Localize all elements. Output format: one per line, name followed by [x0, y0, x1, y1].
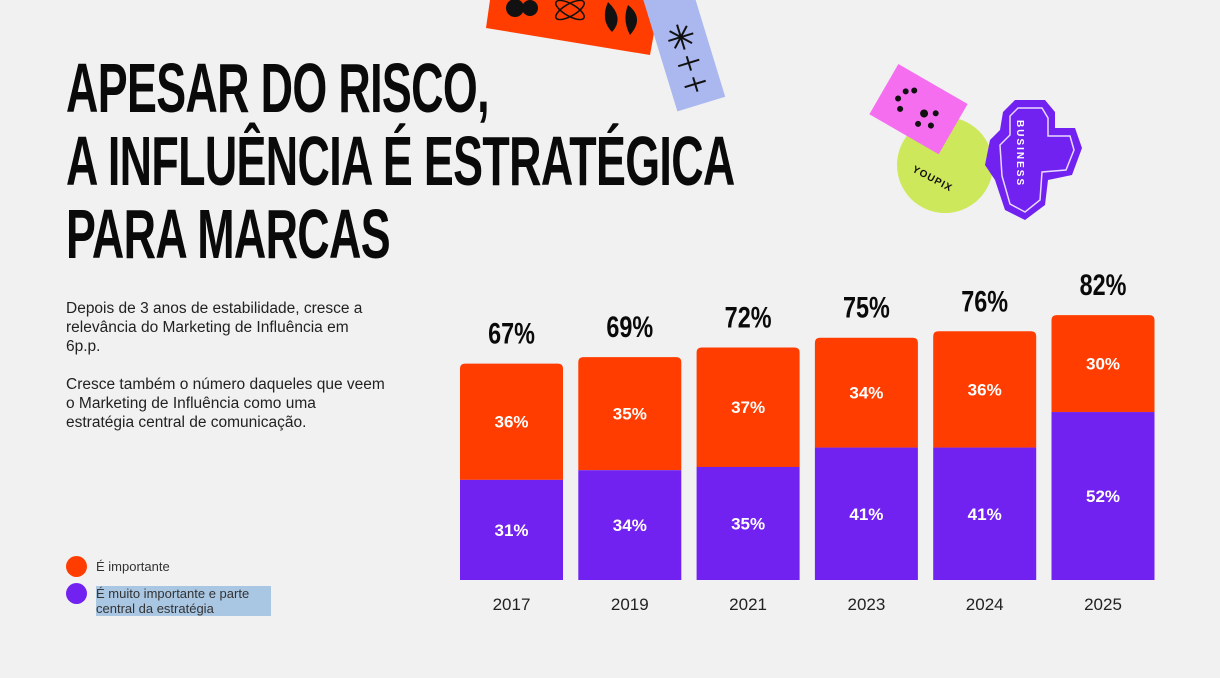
legend-item-important: É importante	[66, 556, 271, 577]
data-label: 37%	[731, 398, 765, 417]
page-title: APESAR DO RISCO, A INFLUÊNCIA É ESTRATÉG…	[66, 52, 735, 271]
orange-sticker	[486, 0, 660, 55]
x-tick-label: 2021	[729, 595, 767, 614]
title-line-1: APESAR DO RISCO,	[66, 49, 490, 127]
chart-legend: É importante É muito importante e parte …	[66, 556, 271, 622]
data-label: 34%	[849, 384, 883, 403]
total-label: 69%	[606, 310, 653, 343]
data-label: 31%	[494, 521, 528, 540]
svg-text:BUSINESS: BUSINESS	[1014, 120, 1025, 187]
title-line-3: PARA MARCAS	[66, 195, 391, 273]
data-label: 52%	[1086, 487, 1120, 506]
total-label: 76%	[961, 285, 1008, 318]
data-label: 30%	[1086, 355, 1120, 374]
bar-very-important-2019	[578, 470, 682, 580]
total-label: 72%	[725, 301, 772, 334]
bar-important-2019	[578, 357, 682, 471]
bar-very-important-2017	[460, 479, 563, 580]
bar-very-important-2021	[696, 466, 800, 580]
data-label: 34%	[613, 516, 647, 535]
data-label: 36%	[968, 380, 1002, 399]
x-tick-label: 2017	[493, 595, 531, 614]
total-label: 75%	[843, 291, 890, 324]
bar-very-important-2024	[933, 447, 1037, 580]
x-tick-label: 2025	[1084, 595, 1122, 614]
pink-sticker	[869, 64, 968, 155]
legend-label: É muito importante e parte central da es…	[96, 586, 271, 616]
bar-important-2021	[696, 347, 800, 467]
bar-important-2025	[1051, 315, 1155, 413]
bar-very-important-2023	[814, 447, 918, 580]
lavender-sticker	[640, 0, 726, 112]
title-line-2: A INFLUÊNCIA É ESTRATÉGICA	[66, 122, 735, 200]
description-paragraph-2: Cresce também o número daqueles que veem…	[66, 376, 385, 431]
legend-label: É importante	[96, 559, 170, 574]
bar-important-2023	[814, 337, 918, 448]
bar-important-2024	[933, 331, 1037, 448]
business-cross-sticker: BUSINESS	[985, 100, 1082, 220]
legend-swatch-orange	[66, 556, 87, 577]
x-tick-label: 2024	[966, 595, 1004, 614]
data-label: 35%	[613, 405, 647, 424]
bar-very-important-2025	[1051, 412, 1155, 580]
total-label: 67%	[488, 317, 535, 350]
description-paragraph-1: Depois de 3 anos de estabilidade, cresce…	[66, 300, 363, 355]
description: Depois de 3 anos de estabilidade, cresce…	[66, 299, 386, 451]
total-label: 82%	[1080, 268, 1127, 301]
data-label: 41%	[968, 505, 1002, 524]
legend-swatch-purple	[66, 583, 87, 604]
x-tick-label: 2023	[847, 595, 885, 614]
legend-item-very-important: É muito importante e parte central da es…	[66, 583, 271, 616]
bar-important-2017	[460, 363, 563, 480]
x-tick-label: 2019	[611, 595, 649, 614]
data-label: 35%	[731, 514, 765, 533]
data-label: 36%	[494, 413, 528, 432]
data-label: 41%	[849, 505, 883, 524]
